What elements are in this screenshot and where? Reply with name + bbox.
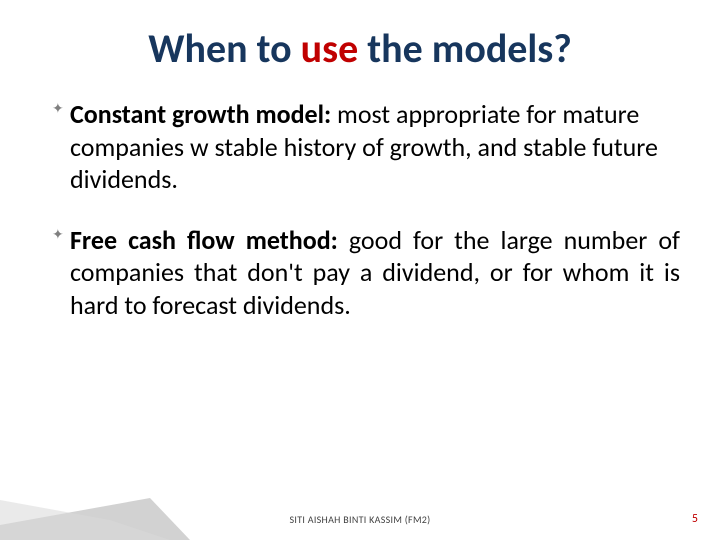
- bullet-item: ✦ Free cash flow method: good for the lar…: [52, 224, 680, 322]
- slide: When to use the models? ✦ Constant growth…: [0, 0, 720, 540]
- title-part3: the models?: [358, 24, 572, 73]
- bullet-marker-icon: ✦: [52, 230, 62, 240]
- slide-title: When to use the models?: [40, 28, 680, 70]
- bullet-text: Constant growth model: most appropriate …: [70, 98, 680, 196]
- corner-accent: [0, 470, 190, 540]
- footer-author: SITI AISHAH BINTI KASSIM (FM2): [0, 513, 720, 526]
- title-part2: use: [301, 24, 359, 73]
- page-number: 5: [692, 512, 698, 526]
- bullet-text: Free cash flow method: good for the larg…: [70, 224, 680, 322]
- bullet-list: ✦ Constant growth model: most appropriate…: [40, 98, 680, 321]
- bullet-marker-icon: ✦: [52, 104, 62, 114]
- title-part1: When to: [148, 24, 300, 73]
- bullet-item: ✦ Constant growth model: most appropriate…: [52, 98, 680, 196]
- bullet-lead: Free cash flow method:: [70, 224, 338, 256]
- bullet-lead: Constant growth model:: [70, 98, 331, 130]
